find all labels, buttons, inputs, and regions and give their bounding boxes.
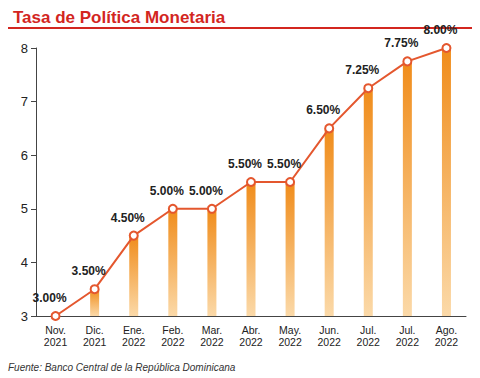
svg-text:Abr.: Abr. xyxy=(242,324,261,336)
svg-text:Nov.: Nov. xyxy=(45,324,66,336)
svg-text:4.50%: 4.50% xyxy=(111,211,145,225)
svg-text:May.: May. xyxy=(279,324,301,336)
svg-text:8: 8 xyxy=(21,41,28,56)
svg-text:Tasa de Política Monetaria: Tasa de Política Monetaria xyxy=(13,8,226,27)
svg-text:5.00%: 5.00% xyxy=(150,184,184,198)
svg-text:2021: 2021 xyxy=(83,336,107,348)
svg-text:2022: 2022 xyxy=(161,336,185,348)
svg-text:2022: 2022 xyxy=(435,336,459,348)
svg-text:5.50%: 5.50% xyxy=(267,157,301,171)
svg-text:Fuente: Banco Central de la Re: Fuente: Banco Central de la República Do… xyxy=(8,362,236,373)
svg-text:Jul.: Jul. xyxy=(360,324,376,336)
svg-text:Feb.: Feb. xyxy=(162,324,183,336)
svg-text:3: 3 xyxy=(21,309,28,324)
svg-text:2022: 2022 xyxy=(357,336,381,348)
svg-text:6.50%: 6.50% xyxy=(306,103,340,117)
svg-text:2022: 2022 xyxy=(200,336,224,348)
svg-text:7: 7 xyxy=(21,94,28,109)
svg-text:3.50%: 3.50% xyxy=(72,264,106,278)
svg-text:2022: 2022 xyxy=(122,336,146,348)
svg-text:Ene.: Ene. xyxy=(123,324,145,336)
svg-text:7.75%: 7.75% xyxy=(384,36,418,50)
svg-text:4: 4 xyxy=(21,255,28,270)
svg-text:2022: 2022 xyxy=(318,336,342,348)
svg-text:5.50%: 5.50% xyxy=(228,157,262,171)
svg-text:5: 5 xyxy=(21,201,28,216)
svg-text:Jun.: Jun. xyxy=(319,324,339,336)
svg-text:Ago.: Ago. xyxy=(436,324,458,336)
svg-text:2022: 2022 xyxy=(278,336,302,348)
svg-text:2021: 2021 xyxy=(44,336,68,348)
svg-text:Jul.: Jul. xyxy=(399,324,415,336)
svg-text:7.25%: 7.25% xyxy=(345,63,379,77)
svg-text:5.00%: 5.00% xyxy=(189,184,223,198)
svg-text:2022: 2022 xyxy=(396,336,420,348)
svg-text:2022: 2022 xyxy=(239,336,263,348)
svg-text:8.00%: 8.00% xyxy=(423,23,457,37)
svg-text:Mar.: Mar. xyxy=(202,324,222,336)
svg-text:3.00%: 3.00% xyxy=(33,291,67,305)
svg-text:6: 6 xyxy=(21,148,28,163)
svg-text:Dic.: Dic. xyxy=(86,324,104,336)
